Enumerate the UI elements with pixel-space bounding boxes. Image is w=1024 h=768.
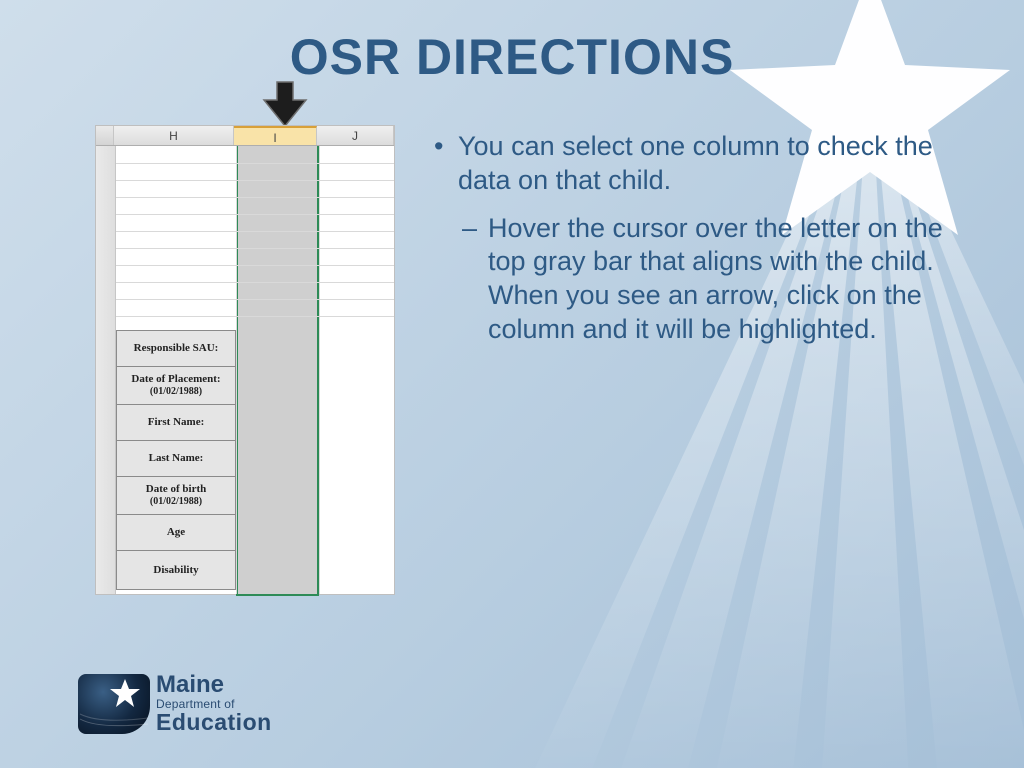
gridline — [116, 231, 394, 232]
gridline — [116, 197, 394, 198]
label-text: Age — [121, 526, 231, 539]
label-disability: Disability — [116, 550, 236, 590]
column-header-row: H I J — [96, 126, 394, 146]
gridline — [116, 180, 394, 181]
arrow-down-icon — [260, 80, 310, 128]
gridline — [116, 299, 394, 300]
slide: OSR DIRECTIONS H I J — [0, 0, 1024, 768]
row-labels: Responsible SAU: Date of Placement:(01/0… — [116, 330, 236, 590]
label-first-name: First Name: — [116, 404, 236, 440]
row-header-gutter — [96, 146, 116, 594]
label-age: Age — [116, 514, 236, 550]
gridline — [116, 248, 394, 249]
label-text: Date of Placement: — [121, 373, 231, 386]
logo-mark — [78, 674, 150, 734]
logo-line3: Education — [156, 711, 272, 734]
logo-text: Maine Department of Education — [156, 673, 272, 734]
label-text: Last Name: — [121, 452, 231, 465]
bullet-sub: Hover the cursor over the letter on the … — [430, 212, 965, 347]
label-text: Disability — [121, 564, 231, 577]
label-responsible-sau: Responsible SAU: — [116, 330, 236, 366]
gridline — [116, 282, 394, 283]
label-date-of-birth: Date of birth(01/02/1988) — [116, 476, 236, 514]
label-subtext: (01/02/1988) — [121, 496, 231, 508]
column-header-J[interactable]: J — [317, 126, 394, 145]
gridline — [116, 316, 394, 317]
label-last-name: Last Name: — [116, 440, 236, 476]
gridline — [116, 163, 394, 164]
logo-line1: Maine — [156, 673, 272, 697]
logo-star-icon — [78, 674, 150, 734]
gridline — [116, 265, 394, 266]
label-subtext: (01/02/1988) — [121, 386, 231, 398]
label-text: First Name: — [121, 416, 231, 429]
gridline — [116, 214, 394, 215]
column-header-H[interactable]: H — [114, 126, 234, 145]
label-text: Responsible SAU: — [121, 342, 231, 355]
label-text: Date of birth — [121, 483, 231, 496]
spreadsheet-body[interactable]: Responsible SAU: Date of Placement:(01/0… — [96, 146, 394, 594]
spreadsheet: H I J Responsible SAU: Date o — [95, 125, 395, 595]
bullet-main: You can select one column to check the d… — [430, 130, 965, 198]
body-text: You can select one column to check the d… — [430, 130, 965, 347]
label-date-of-placement: Date of Placement:(01/02/1988) — [116, 366, 236, 404]
select-all-corner[interactable] — [96, 126, 114, 145]
column-header-I[interactable]: I — [234, 126, 317, 145]
page-title: OSR DIRECTIONS — [0, 28, 1024, 86]
maine-doe-logo: Maine Department of Education — [78, 673, 272, 734]
